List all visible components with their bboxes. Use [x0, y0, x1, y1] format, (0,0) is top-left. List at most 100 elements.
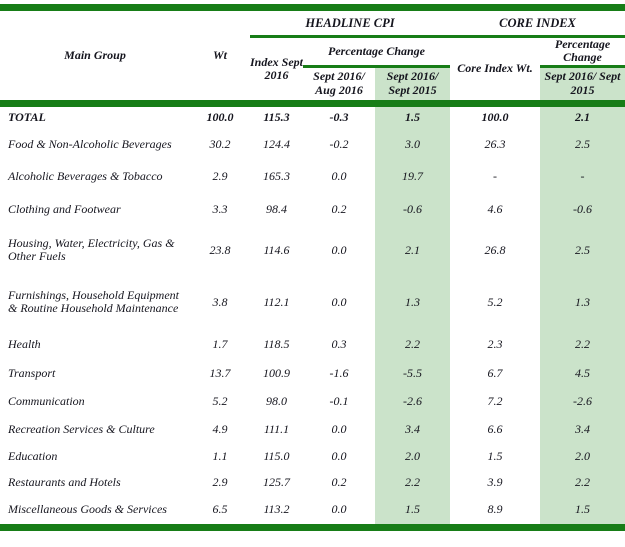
- cell-wt: 30.2: [209, 137, 231, 152]
- col-header-wt: Wt: [190, 7, 250, 107]
- cell-core-pct-sept2016-sept2015: 3.4: [540, 415, 625, 444]
- row-label: Recreation Services & Culture: [8, 421, 155, 436]
- table-body: TOTAL 100.0 115.3 -0.3 1.5 100.0 2.1 Foo…: [0, 103, 625, 528]
- cell-index-sept-2016: 125.7: [263, 475, 290, 490]
- col-header-sept2016-aug2016: Sept 2016/ Aug 2016: [303, 66, 375, 107]
- cell-pct-sept2016-sept2015: 3.0: [375, 129, 451, 161]
- col-header-core-index-wt: Core Index Wt.: [450, 36, 541, 107]
- cell-core-index-wt: 2.3: [487, 337, 503, 352]
- cell-pct-sept2016-aug2016: 0.0: [331, 448, 347, 463]
- cell-pct-sept2016-sept2015: -0.6: [375, 192, 451, 227]
- cell-wt: 6.5: [212, 502, 228, 517]
- cell-index-sept-2016: 115.0: [263, 448, 290, 463]
- cell-pct-sept2016-aug2016: -1.6: [329, 365, 349, 380]
- cell-pct-sept2016-aug2016: -0.2: [329, 137, 349, 152]
- col-header-core-percentage-change: Percentage Change: [540, 36, 625, 68]
- row-label: Transport: [8, 365, 56, 380]
- cell-core-pct-sept2016-sept2015: 2.2: [540, 330, 625, 360]
- cell-pct-sept2016-sept2015: 2.0: [375, 443, 451, 470]
- cell-pct-sept2016-sept2015: 2.2: [375, 469, 451, 497]
- cell-core-index-wt: 6.7: [487, 365, 503, 380]
- cell-index-sept-2016: 118.5: [263, 337, 290, 352]
- cell-core-pct-sept2016-sept2015: 1.3: [540, 274, 625, 331]
- table-row: Communication 5.2 98.0 -0.1 -2.6 7.2 -2.…: [0, 387, 625, 416]
- row-label: Food & Non-Alcoholic Beverages: [8, 137, 172, 152]
- table-row: TOTAL 100.0 115.3 -0.3 1.5 100.0 2.1: [0, 103, 625, 130]
- cell-core-pct-sept2016-sept2015: 2.5: [540, 226, 625, 275]
- cell-core-pct-sept2016-sept2015: 2.5: [540, 129, 625, 161]
- row-label: Housing, Water, Electricity, Gas & Other…: [8, 235, 175, 264]
- cell-wt: 2.9: [212, 168, 228, 183]
- table-header: Main Group Wt HEADLINE CPI CORE INDEX In…: [0, 7, 625, 107]
- cell-pct-sept2016-sept2015: 1.3: [375, 274, 451, 331]
- cell-core-pct-sept2016-sept2015: 2.2: [540, 469, 625, 497]
- cell-pct-sept2016-sept2015: 2.2: [375, 330, 451, 360]
- cell-pct-sept2016-sept2015: 2.1: [375, 226, 451, 275]
- cell-pct-sept2016-aug2016: 0.2: [331, 201, 347, 216]
- cell-pct-sept2016-aug2016: -0.3: [329, 110, 349, 125]
- cell-wt: 4.9: [212, 421, 228, 436]
- row-label: Miscellaneous Goods & Services: [8, 502, 167, 517]
- cell-index-sept-2016: 115.3: [263, 110, 290, 125]
- cell-pct-sept2016-sept2015: -5.5: [375, 359, 451, 388]
- table-row: Restaurants and Hotels 2.9 125.7 0.2 2.2…: [0, 469, 625, 497]
- table-row: Recreation Services & Culture 4.9 111.1 …: [0, 415, 625, 444]
- cell-pct-sept2016-aug2016: 0.0: [331, 502, 347, 517]
- cell-core-index-wt: 100.0: [481, 110, 509, 125]
- header-row-subgroups: Index Sept 2016 Percentage Change Core I…: [0, 36, 625, 107]
- cell-pct-sept2016-sept2015: 3.4: [375, 415, 451, 444]
- header-row-periods: Sept 2016/ Aug 2016 Sept 2016/ Sept 2015…: [0, 66, 625, 107]
- cell-core-index-wt: 26.8: [484, 242, 506, 257]
- cell-core-index-wt: 26.3: [484, 137, 506, 152]
- row-label: Communication: [8, 393, 85, 408]
- cell-pct-sept2016-aug2016: 0.0: [331, 421, 347, 436]
- cell-pct-sept2016-aug2016: 0.0: [331, 168, 347, 183]
- cell-wt: 23.8: [209, 242, 231, 257]
- table-row: Clothing and Footwear 3.3 98.4 0.2 -0.6 …: [0, 192, 625, 227]
- header-row-groups: Main Group Wt HEADLINE CPI CORE INDEX: [0, 7, 625, 107]
- row-label: Furnishings, Household Equipment & Routi…: [8, 287, 179, 316]
- table-row: Transport 13.7 100.9 -1.6 -5.5 6.7 4.5: [0, 359, 625, 388]
- col-header-index-sept-2016: Index Sept 2016: [250, 36, 303, 107]
- row-label: Alcoholic Beverages & Tobacco: [8, 168, 163, 183]
- col-header-core-sept2016-sept2015: Sept 2016/ Sept 2015: [540, 66, 625, 107]
- cell-core-index-wt: 5.2: [487, 294, 503, 309]
- table-row: Alcoholic Beverages & Tobacco 2.9 165.3 …: [0, 160, 625, 193]
- row-label: Health: [8, 337, 41, 352]
- row-label: Education: [8, 448, 58, 463]
- cell-core-index-wt: 3.9: [487, 475, 503, 490]
- cell-pct-sept2016-aug2016: -0.1: [329, 393, 349, 408]
- col-header-main-group: Main Group: [0, 7, 190, 107]
- cell-core-index-wt: 8.9: [487, 502, 503, 517]
- cell-pct-sept2016-aug2016: 0.2: [331, 475, 347, 490]
- cell-pct-sept2016-aug2016: 0.0: [331, 242, 347, 257]
- cell-wt: 1.1: [212, 448, 228, 463]
- cell-core-index-wt: 6.6: [487, 421, 503, 436]
- col-header-sept2016-sept2015: Sept 2016/ Sept 2015: [375, 66, 451, 107]
- row-label: TOTAL: [8, 110, 46, 125]
- cell-index-sept-2016: 114.6: [263, 242, 290, 257]
- cell-index-sept-2016: 113.2: [263, 502, 290, 517]
- cell-pct-sept2016-sept2015: -2.6: [375, 387, 451, 416]
- cell-core-pct-sept2016-sept2015: -2.6: [540, 387, 625, 416]
- cell-core-pct-sept2016-sept2015: 2.0: [540, 443, 625, 470]
- cell-core-pct-sept2016-sept2015: 2.1: [540, 103, 625, 130]
- cell-core-pct-sept2016-sept2015: 4.5: [540, 359, 625, 388]
- cell-core-index-wt: 4.6: [487, 201, 503, 216]
- cell-index-sept-2016: 98.0: [266, 393, 287, 408]
- cell-wt: 100.0: [206, 110, 234, 125]
- cell-index-sept-2016: 165.3: [263, 168, 290, 183]
- cell-index-sept-2016: 112.1: [263, 294, 290, 309]
- row-label: Restaurants and Hotels: [8, 475, 121, 490]
- cell-wt: 5.2: [212, 393, 228, 408]
- col-group-headline-cpi: HEADLINE CPI: [250, 7, 451, 38]
- cell-wt: 1.7: [212, 337, 228, 352]
- cell-core-pct-sept2016-sept2015: -: [540, 160, 625, 193]
- cell-index-sept-2016: 124.4: [263, 137, 290, 152]
- row-label: Clothing and Footwear: [8, 201, 121, 216]
- cell-core-pct-sept2016-sept2015: -0.6: [540, 192, 625, 227]
- cell-core-pct-sept2016-sept2015: 1.5: [540, 496, 625, 528]
- cell-core-index-wt: 7.2: [487, 393, 503, 408]
- table-row: Food & Non-Alcoholic Beverages 30.2 124.…: [0, 129, 625, 161]
